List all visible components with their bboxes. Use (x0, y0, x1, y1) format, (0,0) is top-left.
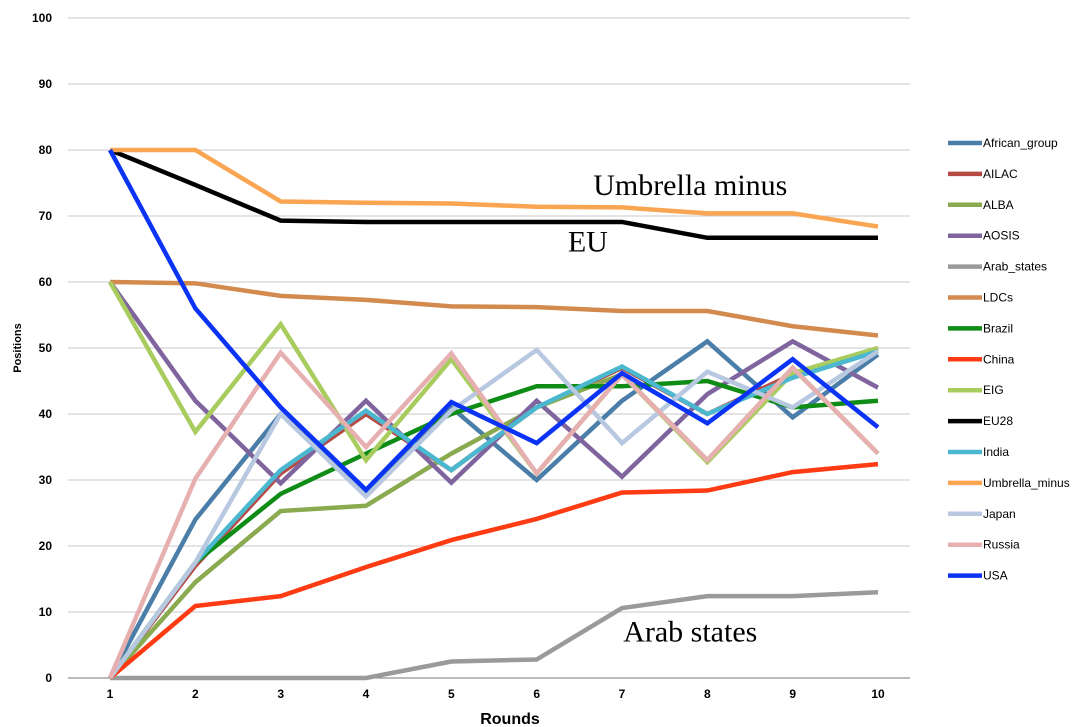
legend-item: ALBA (948, 198, 1014, 212)
x-tick-label: 9 (789, 687, 796, 701)
x-axis-title: Rounds (480, 711, 540, 727)
y-tick-label: 50 (39, 341, 53, 355)
legend-label: EU28 (983, 414, 1013, 428)
legend-label: China (983, 352, 1015, 366)
legend-item: USA (948, 569, 1008, 583)
y-tick-label: 90 (39, 77, 53, 91)
y-tick-label: 100 (32, 11, 52, 25)
series-line-russia (107, 348, 880, 679)
legend-label: AOSIS (983, 229, 1020, 243)
x-tick-label: 8 (704, 687, 711, 701)
legend-item: AOSIS (948, 229, 1020, 243)
legend-label: Russia (983, 538, 1020, 552)
legend-item: EU28 (948, 414, 1013, 428)
x-tick-label: 1 (107, 687, 114, 701)
y-tick-label: 20 (39, 539, 53, 553)
legend-label: ALBA (983, 198, 1014, 212)
legend-label: India (983, 445, 1009, 459)
y-tick-label: 80 (39, 143, 53, 157)
legend-label: Umbrella_minus (983, 476, 1070, 490)
y-tick-label: 10 (39, 605, 53, 619)
legend-item: Russia (948, 538, 1020, 552)
legend-label: Arab_states (983, 260, 1047, 274)
legend-item: China (948, 352, 1015, 366)
legend-item: Arab_states (948, 260, 1047, 274)
legend-item: Brazil (948, 321, 1013, 335)
series-line-eu28 (109, 147, 878, 241)
x-tick-label: 4 (363, 687, 370, 701)
y-tick-label: 30 (39, 473, 53, 487)
annotation-label: Arab states (623, 616, 757, 649)
y-tick-label: 60 (39, 275, 53, 289)
legend-label: LDCs (983, 291, 1013, 305)
series-line-usa (108, 148, 880, 494)
series-lines (107, 147, 880, 681)
y-axis-title: Positions (12, 323, 24, 373)
annotation-label: EU (568, 226, 608, 259)
x-tick-label: 10 (871, 687, 885, 701)
series-line-umbrella-minus (110, 147, 879, 229)
legend: African_group AILAC ALBA AOSIS Arab_states LD… (948, 136, 1070, 583)
legend-item: Japan (948, 507, 1016, 521)
x-tick-label: 7 (619, 687, 626, 701)
series-line-ldcs (109, 279, 879, 338)
legend-label: EIG (983, 383, 1004, 397)
y-tick-label: 40 (39, 407, 53, 421)
x-tick-label: 3 (277, 687, 284, 701)
legend-label: Brazil (983, 321, 1013, 335)
series-line-china (108, 461, 879, 680)
legend-item: EIG (948, 383, 1004, 397)
annotations: Umbrella minus EU Arab states (568, 169, 787, 649)
y-tick-labels: 0 10 20 30 40 50 60 70 80 90 100 (32, 11, 52, 685)
series-line-arab-states (110, 589, 879, 681)
legend-item: India (948, 445, 1009, 459)
legend-label: African_group (983, 136, 1058, 150)
legend-label: AILAC (983, 167, 1018, 181)
legend-item: LDCs (948, 291, 1013, 305)
series-line-india (108, 349, 879, 680)
y-tick-label: 70 (39, 209, 53, 223)
x-tick-label: 6 (533, 687, 540, 701)
x-tick-labels: 1 2 3 4 5 6 7 8 9 10 (107, 687, 885, 701)
x-tick-label: 5 (448, 687, 455, 701)
legend-item: African_group (948, 136, 1058, 150)
legend-item: AILAC (948, 167, 1018, 181)
legend-label: USA (983, 569, 1008, 583)
legend-label: Japan (983, 507, 1016, 521)
annotation-label: Umbrella minus (593, 169, 787, 202)
legend-item: Umbrella_minus (948, 476, 1070, 490)
series-line-aosis (108, 280, 880, 487)
x-tick-label: 2 (192, 687, 199, 701)
y-tick-label: 0 (45, 671, 52, 685)
